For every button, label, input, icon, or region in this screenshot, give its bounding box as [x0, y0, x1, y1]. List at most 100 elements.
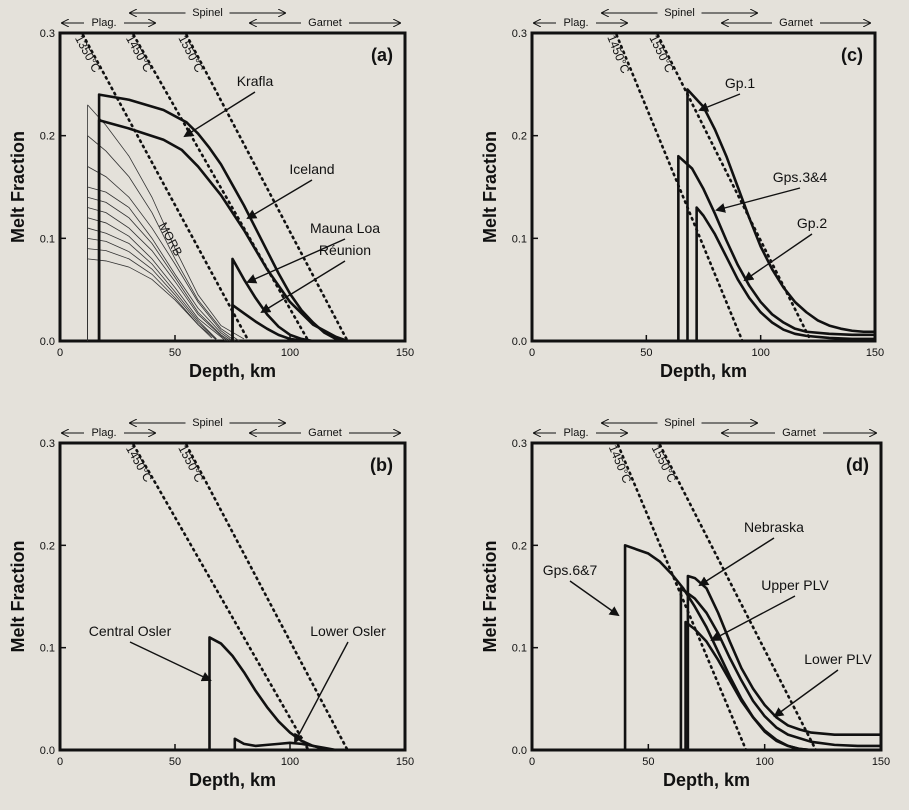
plag-label-bg	[556, 13, 596, 27]
y-tick-label: 0.1	[40, 643, 55, 655]
isotherm-line	[616, 443, 748, 752]
phase-field-bar: Plag. Spinel Garnet	[62, 3, 400, 29]
spinel-label-bg	[657, 413, 702, 427]
series-line	[679, 587, 881, 750]
series-line	[231, 303, 314, 343]
curve-label-arrow	[773, 669, 839, 718]
curve-label-arrow	[246, 238, 346, 284]
y-tick-label: 0.2	[512, 540, 527, 552]
curve-label: Gps.3&4	[773, 169, 828, 185]
x-tick-label: 50	[169, 756, 181, 768]
x-tick-label: 0	[529, 756, 535, 768]
plot-frame	[530, 31, 877, 343]
isotherm-line	[132, 33, 310, 343]
curve-krafla	[97, 93, 348, 343]
morb-curve	[87, 227, 217, 340]
curve-r-union	[231, 303, 314, 343]
panel-b: 0 50 100 150 0.0 0.1 0.2 0.3 Depth, km Melt Fract…	[8, 413, 414, 790]
spinel-label: Spinel	[664, 7, 695, 19]
garnet-label-bg	[772, 13, 820, 27]
morb-curve	[87, 207, 229, 342]
y-tick-label: 0.3	[512, 28, 527, 40]
panel-a: 0 50 100 150 0.0 0.1 0.2 0.3 Depth, km Melt Fract…	[8, 3, 414, 381]
x-tick-label: 150	[872, 756, 890, 768]
curve-gp-1	[686, 88, 875, 341]
garnet-label: Garnet	[782, 427, 816, 439]
x-tick-label: 100	[751, 347, 769, 359]
spinel-label-bg	[185, 413, 230, 427]
curve-label-arrow	[715, 187, 801, 213]
y-tick-label: 0.1	[512, 233, 527, 245]
curve-label-arrow	[260, 260, 346, 314]
garnet-label: Garnet	[308, 427, 342, 439]
y-tick-label: 0.3	[40, 438, 55, 450]
garnet-label-bg	[775, 423, 823, 437]
isotherm-line	[132, 443, 310, 752]
garnet-label: Garnet	[779, 17, 813, 29]
spinel-label-bg	[657, 3, 702, 17]
spinel-label-bg	[185, 3, 230, 17]
phase-field-bar: Plag. Spinel Garnet	[534, 413, 876, 439]
y-tick-label: 0.0	[512, 336, 527, 348]
plag-label-bg	[84, 13, 124, 27]
curve-central-osler	[208, 636, 337, 752]
y-tick-label: 0.2	[40, 131, 55, 143]
curve-label-arrow	[569, 580, 620, 617]
series-line	[686, 88, 875, 341]
x-axis-label: Depth, km	[189, 361, 276, 381]
curve-label: Krafla	[237, 73, 274, 89]
phase-field-bar: Plag. Spinel Garnet	[62, 413, 400, 439]
garnet-label: Garnet	[308, 17, 342, 29]
plag-label: Plag.	[563, 17, 588, 29]
morb-label: MORB	[156, 220, 185, 258]
y-tick-label: 0.2	[512, 131, 527, 143]
series-line	[208, 636, 337, 752]
y-tick-label: 0.0	[512, 745, 527, 757]
x-tick-label: 150	[866, 347, 884, 359]
x-tick-label: 100	[281, 347, 299, 359]
morb-curve	[87, 248, 217, 341]
curve-iceland	[97, 118, 348, 343]
curve-gp-2	[695, 206, 875, 341]
curve-lower-osler	[233, 737, 337, 752]
isotherm-label: 1450°C	[606, 443, 635, 486]
series-line	[97, 93, 348, 343]
x-tick-label: 50	[642, 756, 654, 768]
spinel-label: Spinel	[664, 417, 695, 429]
series-line	[97, 118, 348, 343]
y-tick-label: 0.0	[40, 745, 55, 757]
series-line	[233, 737, 337, 752]
morb-curve	[87, 237, 217, 340]
x-axis-label: Depth, km	[189, 770, 276, 790]
curve-label: Gp.2	[797, 215, 828, 231]
y-tick-label: 0.1	[512, 643, 527, 655]
curve-label: Gp.1	[725, 75, 756, 91]
garnet-label-bg	[301, 13, 349, 27]
panel-label: (b)	[370, 455, 393, 475]
y-tick-label: 0.1	[40, 233, 55, 245]
curve-label: Central Osler	[89, 623, 172, 639]
plag-label: Plag.	[91, 17, 116, 29]
curve-gps-3-4	[677, 154, 875, 341]
x-tick-label: 150	[396, 756, 414, 768]
isotherm-label: 1350°C	[72, 33, 104, 75]
y-axis-label: Melt Fraction	[480, 540, 500, 652]
isotherm-line	[81, 33, 250, 343]
curve-mauna-loa	[231, 257, 314, 343]
x-tick-label: 0	[57, 756, 63, 768]
isotherm-label: 1450°C	[123, 443, 155, 485]
series-line	[231, 257, 314, 343]
plag-label: Plag.	[563, 427, 588, 439]
isotherm-label: 1550°C	[175, 33, 206, 75]
y-axis-label: Melt Fraction	[480, 131, 500, 243]
isotherm-line	[185, 33, 349, 343]
curve-label: Gps.6&7	[543, 562, 598, 578]
curve-label: Réunion	[319, 242, 371, 258]
morb-curve-family	[87, 104, 245, 342]
x-tick-label: 0	[529, 347, 535, 359]
isotherm-label: 1550°C	[646, 33, 677, 75]
curve-label-arrow	[294, 641, 349, 744]
curve-label: Lower PLV	[804, 651, 872, 667]
panel-d: 0 50 100 150 0.0 0.1 0.2 0.3 Depth, km Melt Fract…	[480, 413, 890, 790]
